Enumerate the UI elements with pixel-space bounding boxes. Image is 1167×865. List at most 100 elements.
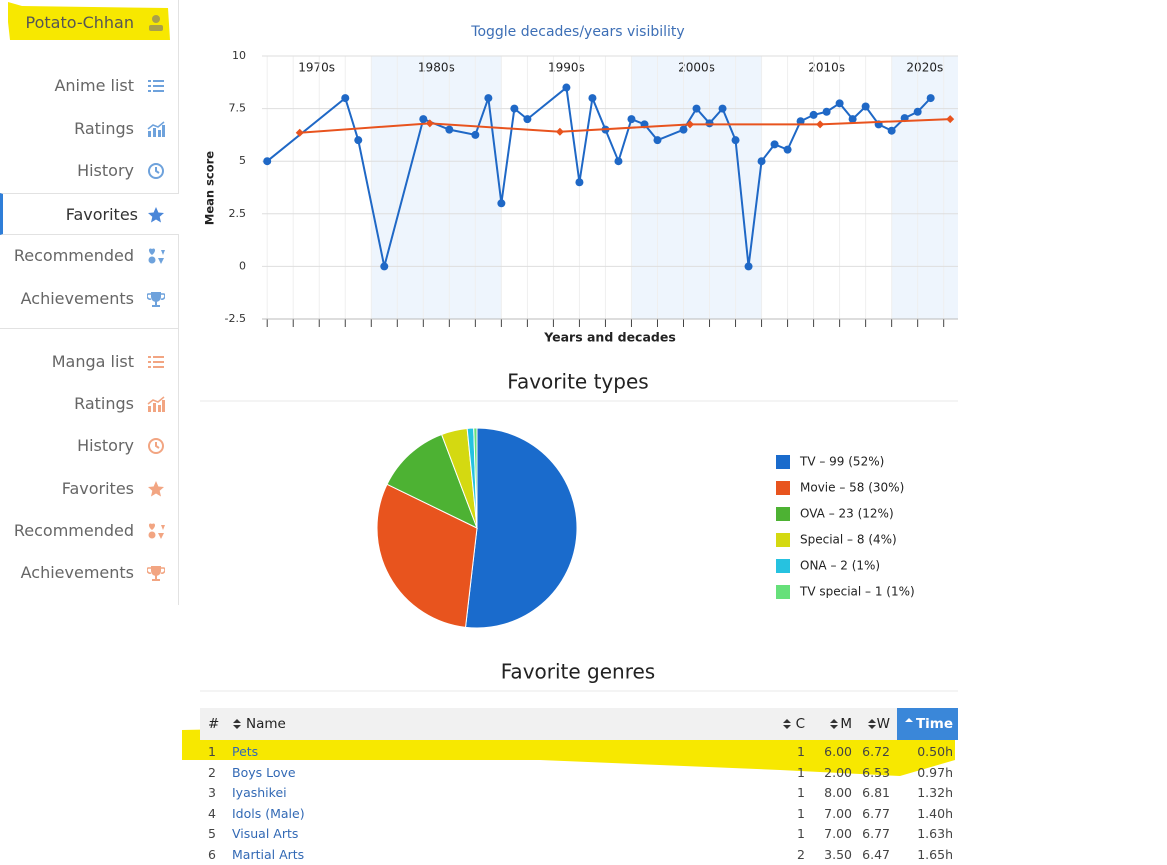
- point: [796, 117, 805, 126]
- column-header[interactable]: W: [876, 716, 890, 732]
- table-cell: 6.00: [824, 744, 852, 759]
- decade-label: 1990s: [548, 61, 585, 75]
- menu-item[interactable]: Recommended: [0, 235, 178, 277]
- menu-icon: [148, 248, 165, 265]
- point: [263, 157, 272, 166]
- genre-link[interactable]: Pets: [232, 744, 259, 759]
- table-cell: 1: [797, 785, 805, 801]
- separator: [0, 328, 178, 329]
- table-cell: 6.77: [862, 805, 890, 821]
- y-tick-label: 10: [232, 49, 246, 62]
- table-cell: 1.65h: [917, 847, 953, 862]
- menu-item[interactable]: Anime list: [0, 65, 178, 107]
- genre-link[interactable]: Iyashikei: [232, 785, 287, 801]
- point: [718, 104, 727, 113]
- sort-icon[interactable]: [868, 719, 876, 729]
- table-cell: 6: [208, 847, 216, 862]
- table-cell: 1: [797, 826, 805, 842]
- point: [783, 145, 792, 154]
- menu-item[interactable]: Manga list: [0, 341, 178, 383]
- sorted-header: [897, 708, 958, 740]
- sort-icon[interactable]: [783, 719, 791, 729]
- table-cell: 7.00: [824, 805, 852, 821]
- point: [425, 119, 434, 128]
- menu-label: Recommended: [13, 246, 134, 266]
- menu-item[interactable]: Recommended: [0, 510, 178, 552]
- point: [523, 115, 532, 124]
- point: [653, 136, 662, 145]
- menu-item[interactable]: History: [0, 425, 178, 467]
- toggle-button[interactable]: Toggle decades/years visibility: [470, 24, 684, 40]
- point: [679, 125, 688, 134]
- menu-icon: [147, 121, 165, 137]
- legend-label: TV – 99 (52%): [799, 455, 884, 469]
- table-cell: 1: [797, 805, 805, 821]
- sort-icon[interactable]: [905, 718, 913, 728]
- menu-item[interactable]: Ratings: [0, 383, 178, 425]
- table-cell: 1.63h: [917, 826, 953, 842]
- legend-swatch: [776, 533, 790, 547]
- genre-link[interactable]: Boys Love: [232, 764, 296, 780]
- menu-item[interactable]: Favorites: [0, 468, 178, 510]
- menu-label: Favorites: [61, 478, 134, 498]
- user[interactable]: Potato-Chhan: [0, 3, 178, 43]
- menu-label: Ratings: [74, 394, 134, 414]
- y-tick-label: 5: [239, 154, 246, 167]
- genre-link[interactable]: Idols (Male): [232, 805, 305, 821]
- point: [555, 127, 564, 136]
- column-header[interactable]: M: [840, 716, 852, 732]
- menu-item[interactable]: Achievements: [0, 278, 178, 320]
- decade-label: 2000s: [678, 61, 715, 75]
- table-cell: 0.97h: [917, 764, 953, 780]
- genre-link[interactable]: Visual Arts: [232, 826, 299, 842]
- menu-item[interactable]: Favorites: [0, 192, 179, 235]
- menu-item[interactable]: Ratings: [0, 108, 178, 150]
- menu-icon: [148, 80, 164, 92]
- y-tick-label: 7.5: [229, 102, 247, 115]
- section-title: Favorite types: [507, 370, 648, 394]
- table-cell: 6.53: [862, 764, 890, 780]
- point: [380, 262, 389, 271]
- pie-slice: [464, 427, 578, 629]
- decade-label: 1980s: [418, 61, 455, 75]
- legend-swatch: [776, 455, 790, 469]
- table-cell: 6.72: [862, 744, 890, 759]
- genre-link[interactable]: Martial Arts: [232, 847, 305, 862]
- y-tick-label: 2.5: [229, 207, 247, 220]
- point: [887, 126, 896, 135]
- column-header[interactable]: Time: [915, 716, 953, 732]
- menu-label: Manga list: [51, 352, 134, 371]
- pie-slice: [473, 427, 478, 529]
- pie-slice: [386, 433, 478, 529]
- legend-label: OVA – 23 (12%): [800, 507, 894, 521]
- table-cell: 3.50: [824, 847, 852, 862]
- point: [731, 136, 740, 145]
- table-cell: 2.00: [824, 764, 852, 780]
- menu-label: Achievements: [20, 289, 134, 308]
- menu-icon: [148, 480, 164, 497]
- menu-label: Favorites: [65, 204, 138, 224]
- legend-label: ONA – 2 (1%): [800, 559, 880, 573]
- menu-label: History: [77, 161, 134, 181]
- column-header[interactable]: Name: [246, 716, 286, 732]
- point: [341, 94, 350, 103]
- column-header[interactable]: C: [795, 716, 805, 732]
- menu-item[interactable]: Achievements: [0, 552, 178, 594]
- menu-label: Achievements: [20, 563, 134, 582]
- menu-item[interactable]: History: [0, 150, 178, 192]
- point: [686, 120, 695, 129]
- column-header[interactable]: #: [208, 716, 220, 732]
- point: [471, 130, 480, 139]
- sort-icon[interactable]: [233, 719, 241, 729]
- sort-icon[interactable]: [830, 719, 838, 729]
- menu-icon: [148, 163, 164, 180]
- legend-swatch: [776, 559, 790, 573]
- menu-icon: [148, 438, 164, 455]
- point: [757, 157, 766, 166]
- decade-label: 2020s: [906, 61, 943, 75]
- table-cell: 6.81: [862, 785, 890, 801]
- point: [848, 115, 857, 124]
- highlight: [8, 2, 170, 40]
- point: [913, 107, 922, 116]
- decade-label: 1970s: [298, 61, 335, 75]
